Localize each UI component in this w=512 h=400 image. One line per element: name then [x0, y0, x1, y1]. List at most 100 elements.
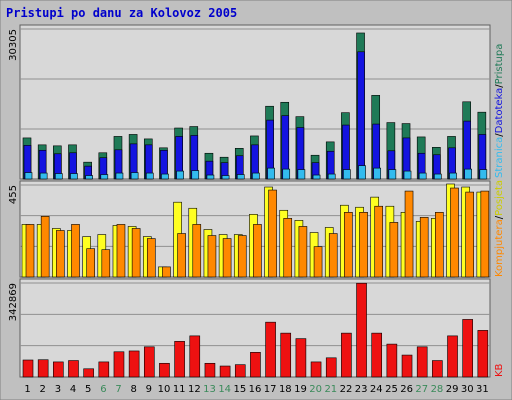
bar-kb: [447, 335, 458, 378]
bar-posjeta: [450, 187, 459, 278]
legend-datoteka: Datoteka: [494, 88, 505, 134]
bar-posjeta: [344, 212, 353, 278]
bar-stranica: [115, 172, 124, 180]
bar-posjeta: [419, 217, 429, 278]
bar-stranica: [297, 169, 306, 180]
x-tick-labels: 1 2 3 4 5 6 7 8 9 10 11 12 13 14 15 16 17 18 19 20 21 22 23 24 2…: [24, 384, 488, 395]
bar-kb: [22, 359, 34, 378]
svg-text:Kompjutera/Posjeta: Kompjutera/Posjeta: [494, 180, 505, 277]
x-tick-label: 17: [264, 384, 277, 395]
bar-stranica: [55, 173, 63, 180]
bar-posjeta: [359, 212, 368, 278]
bar-stranica: [282, 168, 291, 180]
bar-kb: [53, 361, 64, 378]
x-tick-label: 21: [324, 384, 337, 395]
y-axis-labels: 30305 455 342869: [8, 29, 19, 321]
bar-stranica: [449, 172, 457, 180]
bar-stranica: [327, 173, 336, 180]
bar-stranica: [403, 170, 412, 180]
bar-stranica: [388, 169, 397, 180]
bar-posjeta: [313, 246, 323, 278]
bar-kb: [325, 357, 337, 378]
bar-posjeta: [40, 216, 50, 278]
bar-kb: [83, 368, 94, 378]
bar-kb: [295, 338, 307, 378]
bar-stranica: [206, 174, 215, 180]
bar-posjeta: [56, 230, 65, 278]
bar-posjeta: [71, 224, 80, 278]
chart-title: Pristupi po danu za Kolovoz 2005: [6, 6, 237, 20]
y-axis-label: 342869: [8, 283, 19, 321]
bar-posjeta: [268, 189, 277, 278]
legend-kompjutera: Kompjutera: [494, 219, 505, 277]
legend-stranica: Stranica: [494, 137, 505, 178]
bar-kb: [204, 362, 216, 378]
bar-posjeta: [389, 222, 399, 278]
bar-stranica: [39, 172, 48, 180]
bar-kb: [477, 330, 489, 378]
x-tick-label: 6: [100, 384, 106, 395]
bar-kb: [128, 350, 140, 378]
bar-posjeta: [177, 233, 186, 278]
bar-datoteka: [357, 51, 365, 180]
bar-stranica: [24, 172, 33, 180]
bars: [21, 32, 490, 378]
bar-posjeta: [146, 238, 156, 278]
bar-stranica: [85, 175, 93, 180]
legend-separator: /: [494, 215, 505, 219]
bar-posjeta: [404, 190, 414, 278]
bar-posjeta: [374, 205, 384, 278]
bar-stranica: [464, 168, 472, 180]
bar-posjeta: [283, 218, 293, 278]
bar-stranica: [267, 167, 275, 180]
bar-posjeta: [237, 235, 247, 278]
x-tick-label: 22: [340, 384, 353, 395]
bar-kb: [432, 360, 443, 378]
x-tick-label: 24: [370, 384, 383, 395]
bar-kb: [401, 354, 413, 378]
bar-stranica: [343, 169, 351, 180]
x-tick-label: 29: [446, 384, 459, 395]
x-tick-label: 5: [85, 384, 91, 395]
x-tick-label: 3: [55, 384, 61, 395]
bar-kb: [265, 321, 276, 378]
bar-stranica: [434, 173, 442, 180]
bar-posjeta: [222, 238, 232, 278]
x-tick-label: 4: [70, 384, 76, 395]
bar-stranica: [70, 173, 78, 180]
x-tick-label: 20: [309, 384, 322, 395]
gridlines: [20, 28, 490, 347]
x-tick-label: 30: [461, 384, 474, 395]
x-tick-label: 16: [249, 384, 262, 395]
x-tick-label: 7: [115, 384, 121, 395]
bar-kb: [250, 352, 261, 378]
x-tick-label: 13: [203, 384, 216, 395]
bar-kb: [462, 319, 473, 378]
x-tick-label: 18: [279, 384, 292, 395]
bar-stranica: [236, 174, 245, 180]
bar-stranica: [479, 169, 488, 180]
legend-middle: Kompjutera/Posjeta: [494, 180, 505, 277]
bar-posjeta: [192, 224, 202, 278]
bar-kb: [416, 346, 428, 378]
legend-kb: KB: [494, 363, 505, 377]
bar-kb: [341, 332, 352, 378]
bar-stranica: [418, 172, 427, 180]
bar-posjeta: [86, 248, 95, 278]
bar-kb: [189, 335, 201, 378]
x-tick-label: 11: [173, 384, 186, 395]
bar-posjeta: [465, 191, 474, 278]
bar-kb: [310, 361, 322, 378]
svg-text:Stranica/Datoteka/Pristupa: Stranica/Datoteka/Pristupa: [494, 44, 505, 178]
x-tick-label: 28: [431, 384, 444, 395]
x-tick-label: 23: [355, 384, 368, 395]
bar-kb: [68, 360, 79, 378]
legend-separator: /: [494, 84, 505, 88]
bar-posjeta: [25, 224, 35, 278]
bar-stranica: [176, 170, 184, 180]
x-tick-label: 2: [40, 384, 46, 395]
bar-stranica: [161, 173, 169, 180]
y-axis-label: 30305: [8, 29, 19, 61]
bar-kb: [280, 332, 292, 378]
